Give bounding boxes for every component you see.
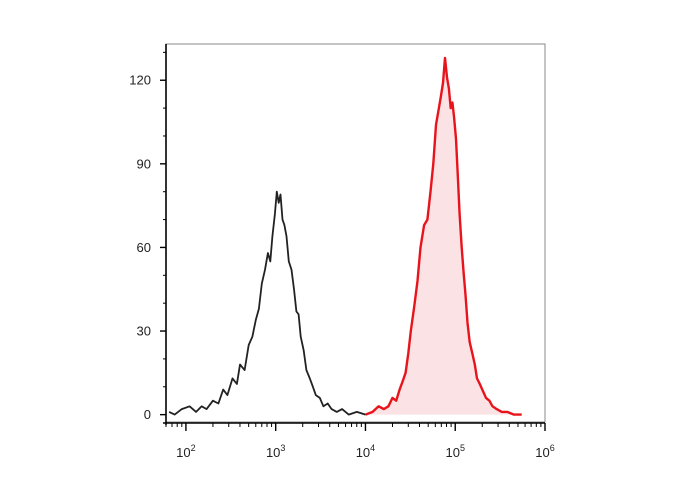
- plot-frame: [165, 43, 546, 423]
- series-1-area: [365, 57, 522, 415]
- series-layer: [168, 56, 522, 416]
- y-tick-label: 120: [129, 73, 151, 88]
- x-tick-label: 102: [176, 443, 195, 460]
- x-axis-ticks: 102 103 104 105 106: [165, 423, 555, 460]
- series-0-line: [168, 190, 366, 416]
- y-tick-label: 30: [137, 324, 151, 339]
- x-tick-label: 106: [535, 443, 554, 460]
- series-1-line: [365, 56, 522, 416]
- y-axis-ticks: 0 30 60 90 120: [129, 51, 166, 422]
- y-tick-label: 60: [137, 240, 151, 255]
- y-tick-label: 90: [137, 156, 151, 171]
- x-tick-label: 104: [356, 443, 375, 460]
- x-tick-label: 105: [445, 443, 464, 460]
- y-tick-label: 0: [144, 407, 151, 422]
- x-tick-label: 103: [266, 443, 285, 460]
